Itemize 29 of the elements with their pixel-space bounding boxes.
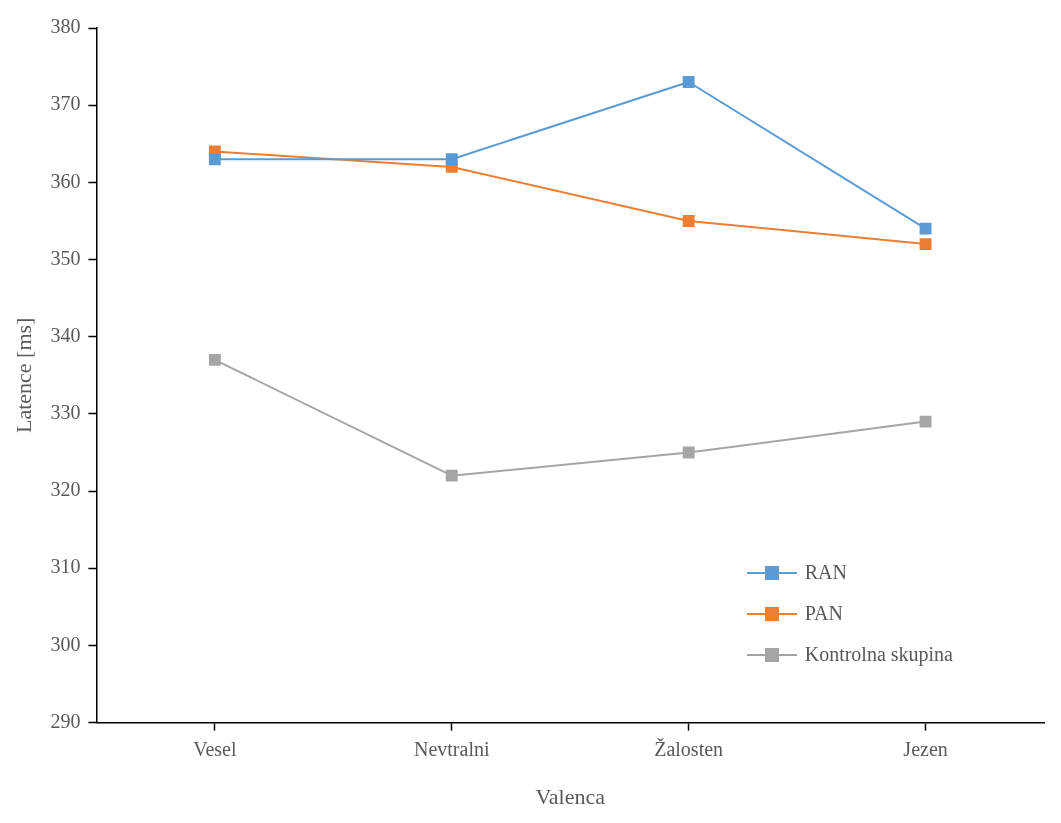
point	[208, 353, 221, 366]
point	[682, 215, 695, 227]
y-tick-label: 380	[50, 15, 81, 38]
point	[445, 469, 458, 482]
point	[682, 446, 695, 459]
x-tick-label: Nevtralni	[413, 737, 490, 760]
x-tick-label: Vesel	[193, 737, 237, 760]
y-tick-label: 290	[50, 709, 81, 732]
y-axis-title: Latence [ms]	[10, 317, 36, 434]
x-axis-title: Valenca	[535, 783, 606, 809]
y-tick-label: 360	[50, 169, 81, 192]
legend-label: RAN	[804, 561, 847, 584]
y-tick-label: 310	[50, 555, 81, 578]
x-tick-label: Žalosten	[654, 737, 724, 760]
y-tick-label: 370	[50, 92, 81, 115]
y-tick-label: 300	[50, 632, 81, 655]
point	[919, 415, 932, 428]
point	[445, 153, 458, 166]
y-tick-label: 350	[50, 246, 81, 269]
y-tick-label: 340	[50, 323, 81, 346]
y-tick-label: 320	[50, 478, 81, 501]
x-tick-label: Jezen	[903, 737, 948, 760]
point	[208, 153, 221, 166]
point	[919, 222, 932, 235]
legend-label: Kontrolna skupina	[804, 643, 953, 666]
point	[682, 76, 695, 88]
point	[919, 238, 932, 251]
y-tick-label: 330	[50, 401, 81, 424]
legend-label: PAN	[804, 602, 843, 625]
